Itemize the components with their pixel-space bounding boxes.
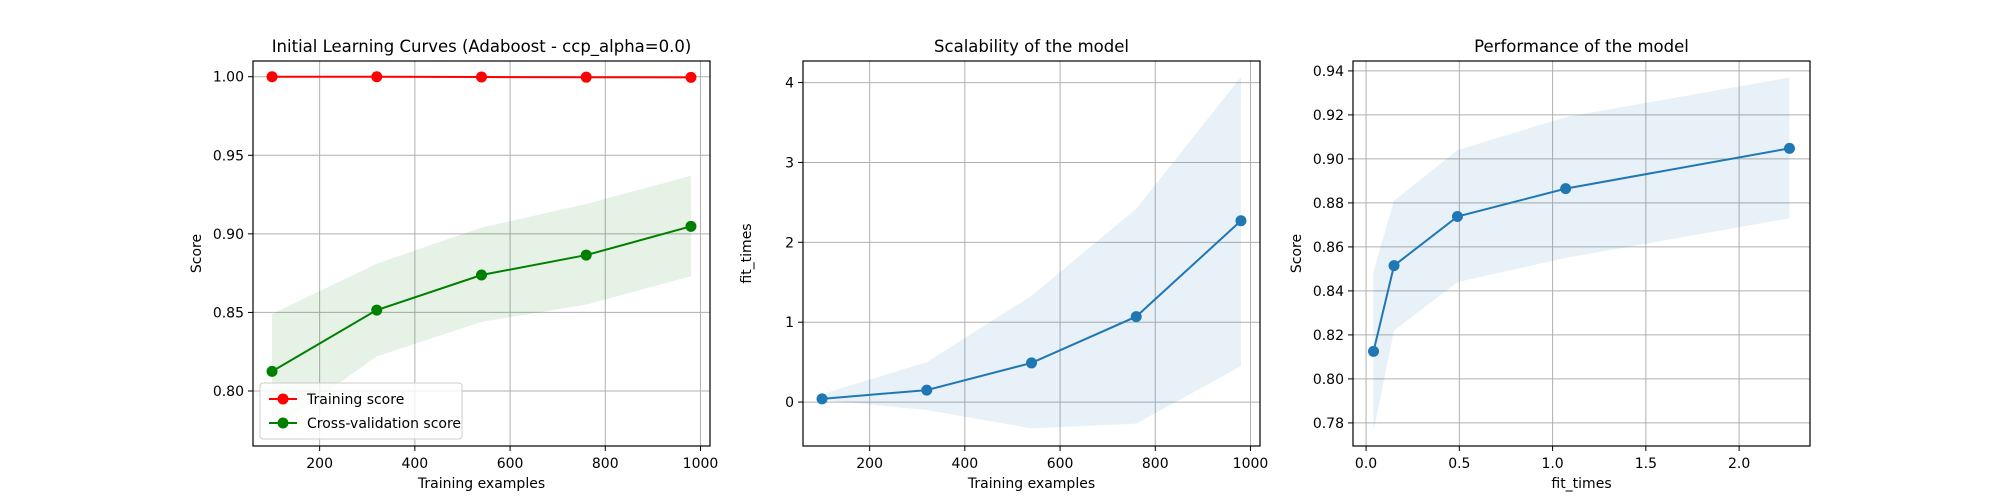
axes-frame [252,60,711,447]
y-tick-label: 3 [785,155,794,171]
data-point [266,365,278,377]
data-point [580,71,592,83]
y-tick-label: 4 [785,76,794,92]
legend: Training score Cross-validation score [259,382,463,440]
y-axis-label: Score [189,234,205,273]
data-point [1560,183,1572,195]
y-tick-label: 0.80 [213,384,244,400]
x-axis-label: Training examples [967,476,1095,492]
data-point [1235,215,1247,227]
x-tick-label: 1.0 [1541,456,1563,472]
y-tick-label: 2 [785,235,794,251]
chart-title: Performance of the model [1474,37,1689,56]
x-tick-label: 600 [1047,456,1074,472]
data-point [371,71,383,83]
confidence-band [822,76,1241,429]
data-point [685,71,697,83]
y-tick-label: 0.95 [213,148,244,164]
legend-label: Cross-validation score [307,416,461,432]
y-tick-label: 0.88 [1313,196,1344,212]
y-tick-label: 1.00 [213,70,244,86]
data-point [266,71,278,83]
x-tick-label: 400 [951,456,978,472]
chart-panel-1: 200 400 600 800 1000 0.80 0.85 0.90 0.95 1.00 Trai… [189,37,718,492]
data-point [580,249,592,261]
data-point [1368,345,1380,357]
y-tick-label: 0.82 [1313,328,1344,344]
y-axis-label: fit_times [739,223,755,283]
data-point [921,384,933,396]
chart-panel-2: 200 400 600 800 1000 0 1 2 3 4 Training examples fi… [739,37,1268,492]
x-tick-label: 800 [592,456,619,472]
data-point [1388,260,1400,272]
x-tick-label: 400 [401,456,428,472]
y-tick-label: 0.90 [213,227,244,243]
y-tick-label: 0.90 [1313,152,1344,168]
y-tick-label: 0.84 [1313,284,1344,300]
x-tick-label: 200 [856,456,883,472]
data-point [476,269,487,281]
chart-panel-3: 0.0 0.5 1.0 1.5 2.0 0.78 0.80 0.82 0.84 0.86 0.88 0… [1289,37,1811,492]
y-tick-label: 0.92 [1313,108,1344,124]
x-tick-label: 1000 [1233,456,1269,472]
x-tick-label: 1.5 [1635,456,1657,472]
x-axis-label: Training examples [417,476,545,492]
data-point [1026,357,1037,369]
y-tick-label: 0.80 [1313,372,1344,388]
confidence-band-cross-validation-score [272,175,691,431]
data-point [1783,142,1795,154]
axes-frame [1352,60,1811,447]
legend-marker [277,417,289,429]
y-tick-label: 0.86 [1313,240,1344,256]
legend-box [259,382,463,440]
data-point [371,304,383,316]
x-tick-label: 0.5 [1448,456,1470,472]
data-point [1451,211,1463,223]
x-axis-label: fit_times [1551,476,1611,492]
data-point [476,71,487,83]
x-tick-label: 200 [306,456,333,472]
y-tick-label: 0.85 [213,305,244,321]
x-tick-label: 2.0 [1728,456,1750,472]
x-tick-label: 600 [497,456,524,472]
axes-frame [802,60,1261,447]
y-tick-label: 1 [785,315,794,331]
grid [803,61,1260,446]
y-tick-label: 0 [785,395,794,411]
legend-label: Training score [306,392,404,408]
x-tick-label: 0.0 [1355,456,1377,472]
y-tick-label: 0.78 [1313,416,1344,432]
data-point [816,393,828,405]
x-tick-label: 1000 [683,456,719,472]
y-tick-label: 0.94 [1313,64,1344,80]
x-tick-label: 800 [1142,456,1169,472]
y-axis-label: Score [1289,234,1305,273]
chart-title: Initial Learning Curves (Adaboost - ccp_… [272,37,692,57]
chart-title: Scalability of the model [934,37,1129,56]
data-point [1130,311,1142,323]
data-point [685,220,697,232]
legend-marker [277,393,289,405]
